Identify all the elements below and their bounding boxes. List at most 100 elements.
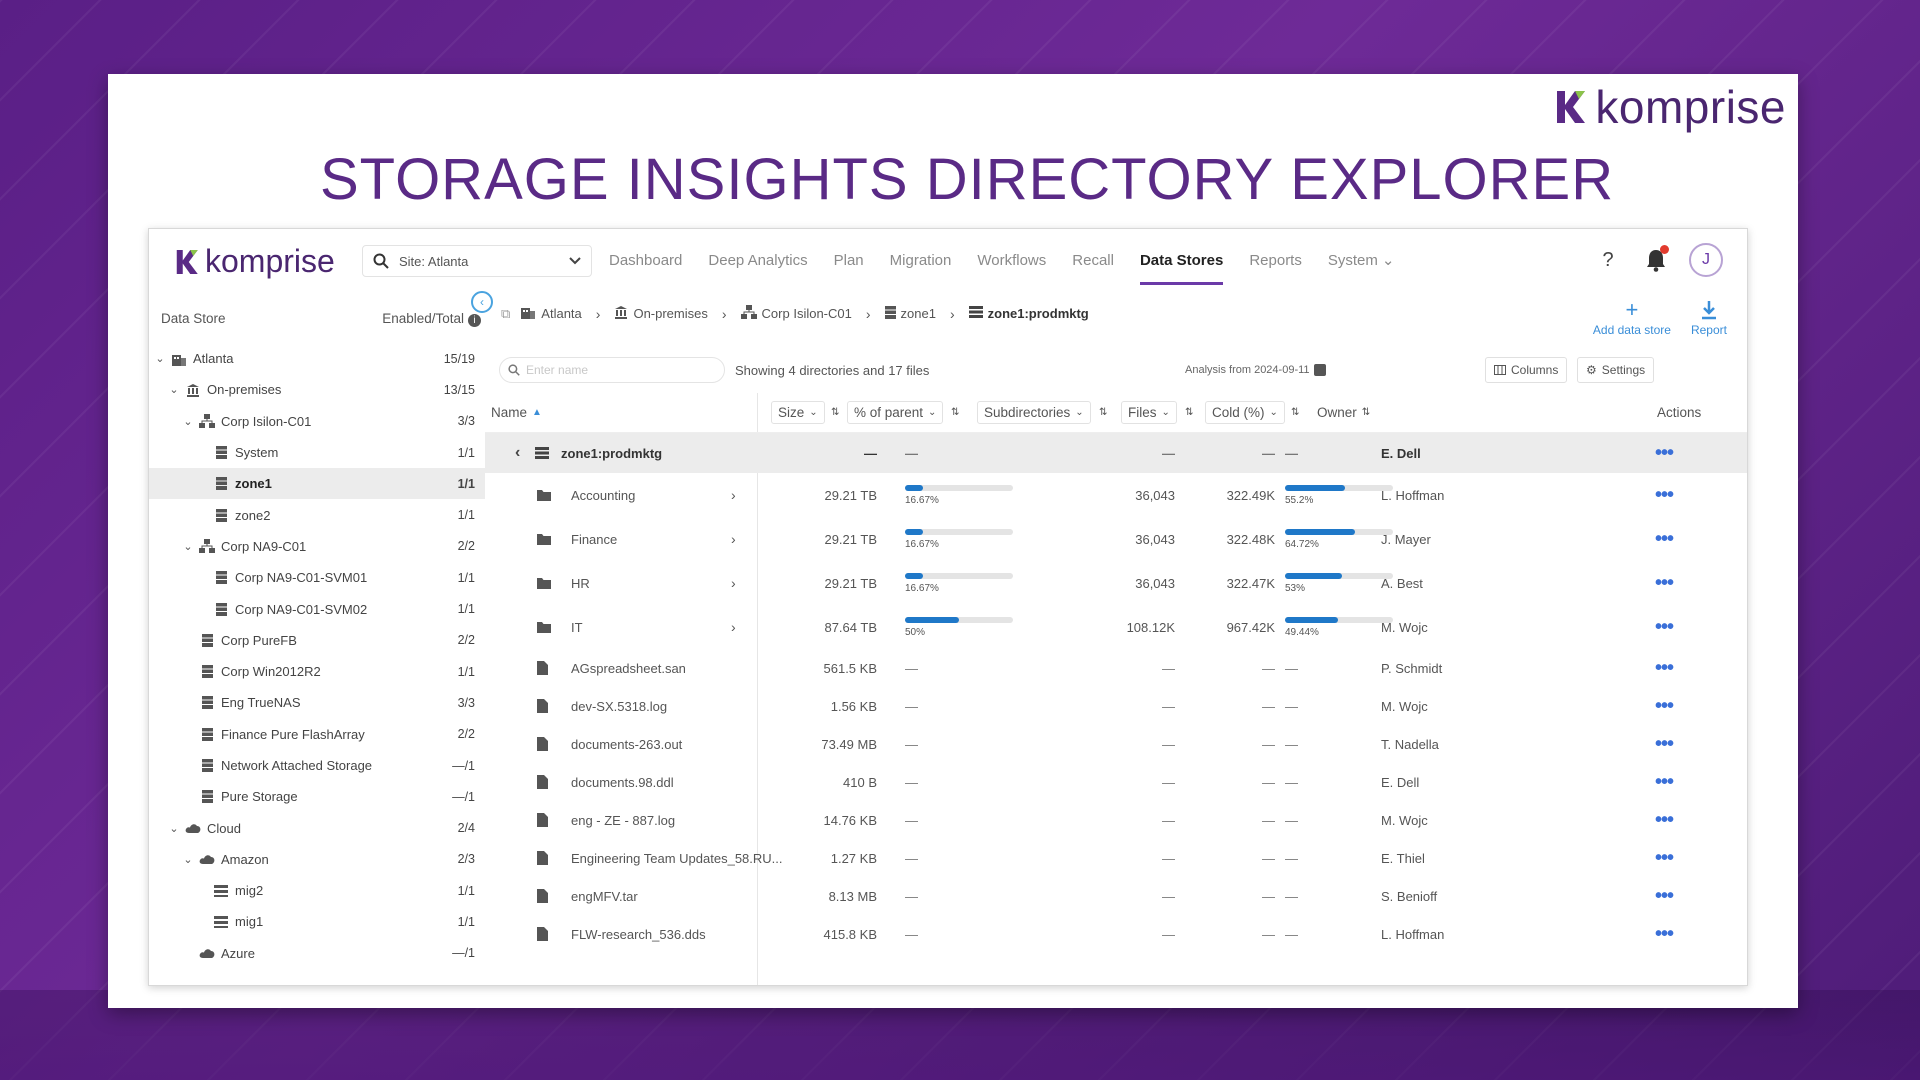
chevron-right-icon[interactable]: › bbox=[731, 575, 736, 591]
col-files-sort[interactable]: ⇅ bbox=[1185, 407, 1193, 418]
info-icon[interactable]: i bbox=[468, 314, 481, 327]
col-pct-sort[interactable]: ⇅ bbox=[951, 407, 959, 418]
columns-button[interactable]: Columns bbox=[1485, 357, 1568, 383]
tree-item-zone1[interactable]: zone1 1/1 bbox=[149, 468, 485, 500]
tree-item-corp-na9-c01[interactable]: ⌄ Corp NA9-C01 2/2 bbox=[149, 531, 485, 562]
breadcrumb-zone1-prodmktg[interactable]: zone1:prodmktg bbox=[968, 306, 1089, 321]
col-owner-header[interactable]: Owner ⇅ bbox=[1317, 405, 1370, 420]
chevron-right-icon[interactable]: › bbox=[731, 531, 736, 547]
chevron-down-icon[interactable]: ⌄ bbox=[183, 415, 193, 428]
chevron-right-icon[interactable]: › bbox=[731, 619, 736, 635]
copy-icon[interactable]: ⧉ bbox=[501, 305, 511, 321]
tree-item-corp-purefb[interactable]: Corp PureFB 2/2 bbox=[149, 625, 485, 656]
nav-system[interactable]: System ⌄ bbox=[1328, 229, 1395, 291]
more-actions-icon[interactable]: ••• bbox=[1655, 732, 1674, 755]
tree-item-corp-win2012r2[interactable]: Corp Win2012R2 1/1 bbox=[149, 656, 485, 687]
table-row-file[interactable]: eng - ZE - 887.log 14.76 KB — — — — M. Wojc ••• bbox=[485, 801, 1747, 839]
col-files-header[interactable]: Files ⌄ bbox=[1121, 401, 1177, 424]
col-pct-header[interactable]: % of parent ⌄ bbox=[847, 401, 944, 424]
nav-reports[interactable]: Reports bbox=[1249, 229, 1302, 291]
site-select[interactable]: Site: Atlanta bbox=[362, 245, 592, 277]
more-actions-icon[interactable]: ••• bbox=[1655, 656, 1674, 679]
tree-item-corp-isilon-c01[interactable]: ⌄ Corp Isilon-C01 3/3 bbox=[149, 406, 485, 437]
nav-recall[interactable]: Recall bbox=[1072, 229, 1114, 291]
more-actions-icon[interactable]: ••• bbox=[1655, 571, 1674, 594]
table-row-file[interactable]: documents-263.out 73.49 MB — — — — T. Nadella •… bbox=[485, 725, 1747, 763]
settings-button[interactable]: ⚙ Settings bbox=[1577, 357, 1655, 383]
tree-item-amazon[interactable]: ⌄ Amazon 2/3 bbox=[149, 844, 485, 875]
more-actions-icon[interactable]: ••• bbox=[1655, 483, 1674, 506]
table-row-file[interactable]: engMFV.tar 8.13 MB — — — — S. Benioff ••• bbox=[485, 877, 1747, 915]
chevron-left-icon[interactable]: ‹ bbox=[515, 444, 521, 461]
nav-plan[interactable]: Plan bbox=[834, 229, 864, 291]
tree-item-system[interactable]: System 1/1 bbox=[149, 437, 485, 468]
col-size-header[interactable]: Size ⌄ bbox=[771, 401, 825, 424]
table-row-dir-it[interactable]: IT › 87.64 TB 50% 108.12K 967.42K 49.44% M. Woj… bbox=[485, 605, 1747, 649]
chevron-right-icon: › bbox=[721, 305, 727, 322]
help-button[interactable]: ? bbox=[1602, 248, 1614, 271]
col-size-sort[interactable]: ⇅ bbox=[831, 407, 839, 418]
report-button[interactable]: Report bbox=[1691, 299, 1727, 337]
row-owner: M. Wojc bbox=[1381, 698, 1428, 714]
collapse-sidebar-button[interactable]: ‹ bbox=[471, 291, 493, 313]
tree-item-pure-storage[interactable]: Pure Storage —/1 bbox=[149, 781, 485, 812]
nav-deep-analytics[interactable]: Deep Analytics bbox=[708, 229, 807, 291]
name-search[interactable] bbox=[499, 357, 725, 383]
table-row-parent[interactable]: ‹ zone1:prodmktg — — — — — E. Dell ••• bbox=[485, 433, 1747, 473]
tree-item-finance-pure-flasharray[interactable]: Finance Pure FlashArray 2/2 bbox=[149, 719, 485, 750]
tree-item-network-attached-storage[interactable]: Network Attached Storage —/1 bbox=[149, 750, 485, 781]
chevron-down-icon[interactable]: ⌄ bbox=[155, 353, 165, 366]
col-name-header[interactable]: Name ▲ bbox=[491, 405, 542, 420]
breadcrumb-corp-isilon-c01[interactable]: Corp Isilon-C01 bbox=[740, 305, 852, 322]
name-search-input[interactable] bbox=[526, 363, 716, 377]
table-row-dir-finance[interactable]: Finance › 29.21 TB 16.67% 36,043 322.48K 64.72… bbox=[485, 517, 1747, 561]
more-actions-icon[interactable]: ••• bbox=[1655, 527, 1674, 550]
table-row-file[interactable]: documents.98.ddl 410 B — — — — E. Dell ••• bbox=[485, 763, 1747, 801]
more-actions-icon[interactable]: ••• bbox=[1655, 615, 1674, 638]
app-logo[interactable]: komprise bbox=[175, 243, 335, 280]
tree-item-eng-truenas[interactable]: Eng TrueNAS 3/3 bbox=[149, 687, 485, 718]
tree-item-cloud[interactable]: ⌄ Cloud 2/4 bbox=[149, 812, 485, 843]
col-sub-header[interactable]: Subdirectories ⌄ bbox=[977, 401, 1091, 424]
tree-item-mig2[interactable]: mig2 1/1 bbox=[149, 875, 485, 906]
notifications-button[interactable] bbox=[1641, 245, 1671, 275]
calendar-icon[interactable] bbox=[1313, 364, 1326, 376]
col-cold-sort[interactable]: ⇅ bbox=[1291, 407, 1299, 418]
nav-migration[interactable]: Migration bbox=[890, 229, 952, 291]
tree-item-mig1[interactable]: mig1 1/1 bbox=[149, 906, 485, 937]
chevron-down-icon[interactable]: ⌄ bbox=[169, 822, 179, 835]
tree-item-zone2[interactable]: zone2 1/1 bbox=[149, 499, 485, 530]
more-actions-icon[interactable]: ••• bbox=[1655, 770, 1674, 793]
more-actions-icon[interactable]: ••• bbox=[1655, 694, 1674, 717]
breadcrumb-on-premises[interactable]: On-premises bbox=[614, 305, 708, 322]
tree-item-azure[interactable]: Azure —/1 bbox=[149, 938, 485, 969]
more-actions-icon[interactable]: ••• bbox=[1655, 846, 1674, 869]
more-actions-icon[interactable]: ••• bbox=[1655, 808, 1674, 831]
col-cold-header[interactable]: Cold (%) ⌄ bbox=[1205, 401, 1285, 424]
table-row-dir-accounting[interactable]: Accounting › 29.21 TB 16.67% 36,043 322.49K 55… bbox=[485, 473, 1747, 517]
table-row-file[interactable]: AGspreadsheet.san 561.5 KB — — — — P. Schmidt •… bbox=[485, 649, 1747, 687]
table-row-file[interactable]: Engineering Team Updates_58.RU... 1.27 KB… bbox=[485, 839, 1747, 877]
chevron-down-icon[interactable]: ⌄ bbox=[183, 853, 193, 866]
chevron-down-icon[interactable]: ⌄ bbox=[169, 384, 179, 397]
nav-data-stores[interactable]: Data Stores bbox=[1139, 229, 1224, 291]
table-row-file[interactable]: dev-SX.5318.log 1.56 KB — — — — M. Wojc ••• bbox=[485, 687, 1747, 725]
table-row-dir-hr[interactable]: HR › 29.21 TB 16.67% 36,043 322.47K 53% A. Best… bbox=[485, 561, 1747, 605]
add-data-store-button[interactable]: + Add data store bbox=[1593, 299, 1671, 338]
breadcrumb-atlanta[interactable]: Atlanta bbox=[520, 305, 582, 322]
tree-item-atlanta[interactable]: ⌄ Atlanta 15/19 bbox=[149, 343, 485, 374]
nav-workflows[interactable]: Workflows bbox=[977, 229, 1046, 291]
tree-item-on-premises[interactable]: ⌄ On-premises 13/15 bbox=[149, 374, 485, 405]
more-actions-icon[interactable]: ••• bbox=[1655, 922, 1674, 945]
avatar[interactable]: J bbox=[1689, 243, 1723, 277]
tree-item-corp-na9-c01-svm01[interactable]: Corp NA9-C01-SVM01 1/1 bbox=[149, 562, 485, 593]
chevron-right-icon[interactable]: › bbox=[731, 487, 736, 503]
chevron-down-icon[interactable]: ⌄ bbox=[183, 540, 193, 553]
tree-item-corp-na9-c01-svm02[interactable]: Corp NA9-C01-SVM02 1/1 bbox=[149, 593, 485, 624]
table-row-file[interactable]: FLW-research_536.dds 415.8 KB — — — — L. Hoffm… bbox=[485, 915, 1747, 953]
more-actions-icon[interactable]: ••• bbox=[1655, 441, 1674, 464]
more-actions-icon[interactable]: ••• bbox=[1655, 884, 1674, 907]
nav-dashboard[interactable]: Dashboard bbox=[609, 229, 682, 291]
breadcrumb-zone1[interactable]: zone1 bbox=[884, 305, 936, 322]
col-sub-sort[interactable]: ⇅ bbox=[1099, 407, 1107, 418]
